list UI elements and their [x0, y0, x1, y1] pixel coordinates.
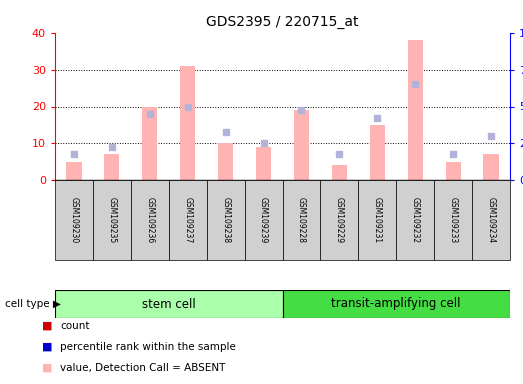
Text: GSM109229: GSM109229 — [335, 197, 344, 243]
Bar — [169, 180, 207, 260]
Text: GSM109228: GSM109228 — [297, 197, 306, 243]
Bar — [131, 180, 169, 260]
Bar — [483, 154, 498, 180]
Text: GSM109236: GSM109236 — [145, 197, 154, 243]
Bar — [142, 106, 157, 180]
Bar — [218, 143, 233, 180]
Text: count: count — [60, 321, 89, 331]
Text: GSM109232: GSM109232 — [411, 197, 420, 243]
Bar — [472, 180, 510, 260]
Bar — [332, 165, 347, 180]
Title: GDS2395 / 220715_at: GDS2395 / 220715_at — [206, 15, 359, 29]
Bar — [93, 180, 131, 260]
Text: percentile rank within the sample: percentile rank within the sample — [60, 342, 236, 352]
Bar — [180, 66, 195, 180]
Text: transit-amplifying cell: transit-amplifying cell — [332, 298, 461, 311]
Bar — [396, 180, 434, 260]
Bar — [321, 180, 358, 260]
Bar — [207, 180, 245, 260]
Text: ■: ■ — [42, 363, 52, 373]
Bar — [66, 162, 82, 180]
Text: GSM109234: GSM109234 — [486, 197, 495, 243]
Text: cell type ▶: cell type ▶ — [5, 299, 61, 309]
Bar — [358, 180, 396, 260]
Text: ■: ■ — [42, 321, 52, 331]
Text: GSM109235: GSM109235 — [107, 197, 117, 243]
Text: GSM109233: GSM109233 — [449, 197, 458, 243]
Bar — [434, 180, 472, 260]
Text: GSM109231: GSM109231 — [373, 197, 382, 243]
Bar — [256, 147, 271, 180]
Bar — [282, 180, 321, 260]
Text: GSM109230: GSM109230 — [70, 197, 78, 243]
Text: GSM109239: GSM109239 — [259, 197, 268, 243]
Bar — [294, 110, 309, 180]
Bar — [446, 162, 461, 180]
Bar — [282, 290, 510, 318]
Bar — [370, 125, 385, 180]
Text: stem cell: stem cell — [142, 298, 196, 311]
Bar — [407, 40, 423, 180]
Bar — [55, 180, 93, 260]
Text: GSM109238: GSM109238 — [221, 197, 230, 243]
Text: ■: ■ — [42, 342, 52, 352]
Text: GSM109237: GSM109237 — [183, 197, 192, 243]
Text: value, Detection Call = ABSENT: value, Detection Call = ABSENT — [60, 363, 225, 373]
Bar — [245, 180, 282, 260]
Bar — [55, 290, 282, 318]
Bar — [104, 154, 119, 180]
